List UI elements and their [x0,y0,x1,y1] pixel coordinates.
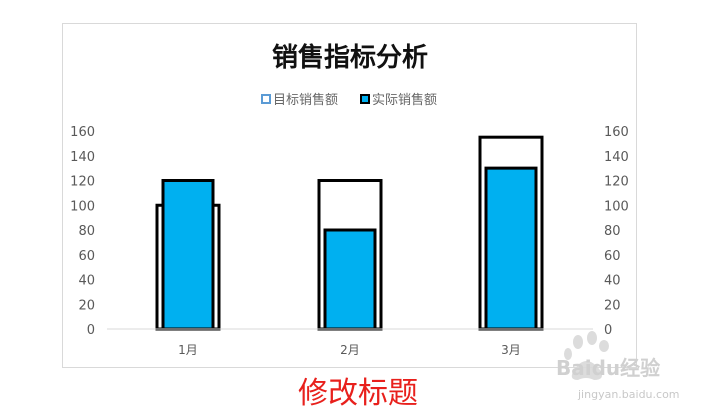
bar-actual-1[interactable] [161,179,215,331]
y-tick-left: 20 [78,298,95,313]
y-tick-left: 80 [78,224,95,239]
x-tick-label: 3月 [501,343,521,357]
y-tick-right: 40 [604,274,621,289]
y-tick-left: 140 [70,150,95,165]
legend: 目标销售额 实际销售额 [261,92,437,108]
y-tick-right: 0 [604,323,612,338]
x-axis: 1月 2月 3月 [178,343,521,357]
legend-swatch-actual [360,94,370,104]
x-tick-label: 2月 [340,343,360,357]
legend-swatch-target [261,94,271,104]
plot-area [107,135,593,331]
caption-text: 修改标题 [298,376,418,411]
legend-item-actual[interactable]: 实际销售额 [360,92,437,108]
chart-area: 销售指标分析 目标销售额 实际销售额 0 20 40 60 80 100 120 140 160… [62,23,637,368]
watermark-brand-en: Baidu [556,356,621,380]
watermark-url: jingyan.baidu.com [578,388,680,401]
watermark-brand: Baidu经验 [556,352,706,381]
y-tick-right: 140 [604,150,629,165]
x-tick-label: 1月 [178,343,198,357]
legend-item-target[interactable]: 目标销售额 [261,92,338,108]
y-tick-right: 160 [604,125,629,140]
chart-svg: 销售指标分析 目标销售额 实际销售额 0 20 40 60 80 100 120 140 160… [70,42,629,357]
y-tick-left: 120 [70,175,95,190]
y-tick-right: 120 [604,175,629,190]
y-axis-right: 0 20 40 60 80 100 120 140 160 [604,125,629,338]
chart-title: 销售指标分析 [272,42,428,73]
y-tick-right: 100 [604,199,629,214]
y-tick-right: 60 [604,249,621,264]
watermark-brand-cn: 经验 [620,356,661,380]
y-tick-right: 20 [604,298,621,313]
y-tick-left: 160 [70,125,95,140]
y-tick-left: 60 [78,249,95,264]
y-tick-right: 80 [604,224,621,239]
y-tick-left: 0 [87,323,95,338]
y-tick-left: 100 [70,199,95,214]
legend-label-actual: 实际销售额 [372,92,437,108]
baidu-watermark: Baidu经验 jingyan.baidu.com [556,330,706,410]
bar-actual-2[interactable] [323,228,377,331]
legend-label-target: 目标销售额 [273,92,338,108]
y-tick-left: 40 [78,274,95,289]
bar-actual-3[interactable] [484,166,538,331]
y-axis-left: 0 20 40 60 80 100 120 140 160 [70,125,95,338]
baidu-paw-icon [564,331,609,380]
